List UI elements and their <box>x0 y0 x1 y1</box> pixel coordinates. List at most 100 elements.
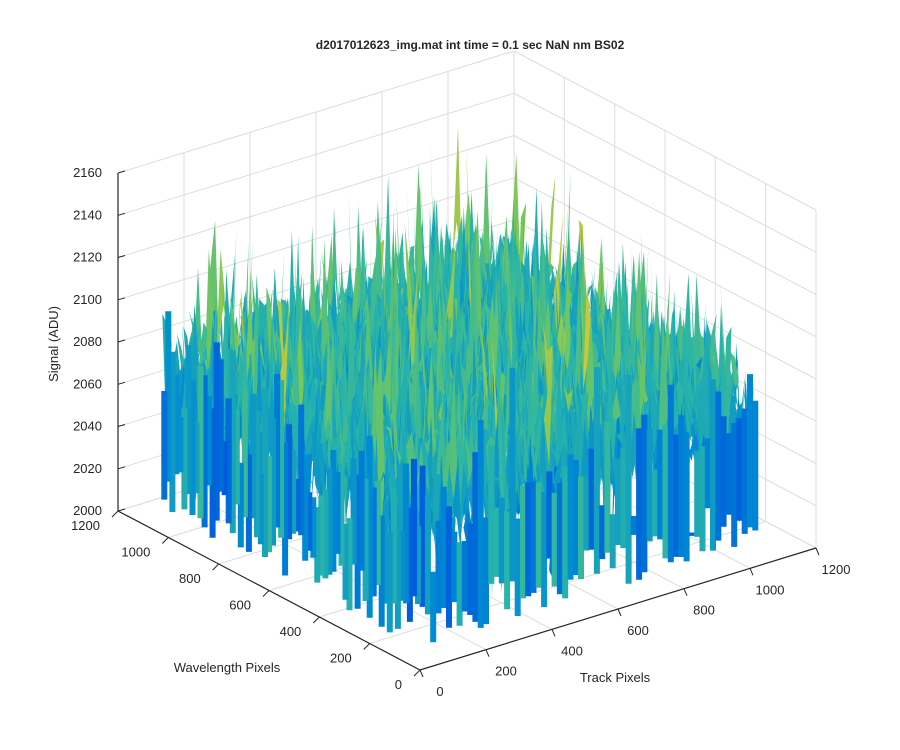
x-tick-mark <box>617 608 622 617</box>
surface-patch <box>685 403 695 426</box>
y-tick-label: 0 <box>395 677 402 692</box>
surface-patch <box>202 345 212 450</box>
surface-patch <box>339 412 349 465</box>
surface-patch <box>347 409 357 572</box>
surface-patch <box>452 455 463 564</box>
surface-patch <box>500 383 510 515</box>
surface-patch <box>324 322 334 489</box>
surface-patch <box>396 421 407 498</box>
surface-patch <box>376 245 386 358</box>
y-tick-label: 200 <box>330 651 352 666</box>
back-wall-grid-line <box>117 135 515 258</box>
surface-patch <box>682 330 692 443</box>
surface-patch <box>395 398 406 466</box>
x-tick-mark <box>419 669 424 678</box>
surface-patch <box>463 342 473 363</box>
z-tick-labels: 2000 2020 2040 2060 2080 2100 2120 2140 2160 <box>73 165 126 518</box>
x-tick-labels: 0 200 400 600 800 1000 1200 <box>419 547 851 699</box>
surface-patch <box>426 463 436 554</box>
z-tick-label: 2000 <box>73 503 102 518</box>
surface-patch <box>650 355 660 433</box>
surface-patch <box>616 431 626 445</box>
surface-patch <box>242 339 253 518</box>
surface-patch <box>606 345 616 488</box>
surface-patch <box>514 366 524 439</box>
y-tick-mark <box>212 563 220 571</box>
y-tick-mark <box>363 643 371 650</box>
x-axis-label: Track Pixels <box>580 670 651 685</box>
x-tick-label: 0 <box>436 684 443 699</box>
surface-patch <box>436 332 446 501</box>
y-tick-mark <box>312 616 320 624</box>
surface-patch <box>635 251 645 384</box>
x-tick-label: 1000 <box>756 582 785 597</box>
surface-patch <box>408 442 419 496</box>
z-tick-mark <box>117 297 126 301</box>
surface-patch <box>515 300 525 432</box>
x-tick-label: 1200 <box>822 562 851 577</box>
z-tick-label: 2020 <box>73 461 102 476</box>
surface-patch <box>579 416 589 491</box>
surface-patch <box>662 303 672 433</box>
surface-patch <box>408 270 418 430</box>
surface-patch <box>543 321 553 412</box>
y-axis-label: Wavelength Pixels <box>174 660 281 675</box>
surface-patch <box>603 401 613 444</box>
y-tick-label: 1000 <box>121 545 150 560</box>
surface-patch <box>607 434 617 483</box>
surface-patch <box>404 260 414 339</box>
surface-patch <box>582 283 593 391</box>
surface-patch <box>732 341 742 526</box>
surface-patch <box>611 388 621 421</box>
surface-patch <box>457 376 468 421</box>
y-tick-label: 600 <box>229 598 251 613</box>
surface-patch <box>414 432 424 563</box>
x-tick-mark <box>551 629 556 637</box>
surface-patch <box>411 235 421 405</box>
surface-patch <box>406 186 416 320</box>
surface-patch <box>237 342 247 389</box>
z-tick-mark <box>117 381 126 385</box>
surface-patch <box>496 371 506 525</box>
surface-patch <box>350 441 360 462</box>
z-tick-label: 2100 <box>73 292 102 307</box>
surface-patch <box>375 347 385 548</box>
z-tick-mark <box>117 339 126 343</box>
surface-patch <box>385 426 395 459</box>
surface-patch <box>583 284 593 317</box>
surface-patch <box>521 407 531 494</box>
surface-patch <box>447 495 457 541</box>
back-wall-grid-line <box>117 177 515 301</box>
surface-patch <box>227 310 237 432</box>
surface-patch <box>255 340 266 374</box>
surface-patch <box>477 360 487 418</box>
surface-patch <box>481 328 491 429</box>
surface-patch <box>491 333 502 440</box>
surface-patch <box>658 311 669 451</box>
surface-patch <box>404 223 414 330</box>
surface-patch <box>464 431 475 484</box>
x-tick-label: 400 <box>561 643 583 658</box>
surface-patch <box>643 336 653 390</box>
surface-patch <box>343 440 353 472</box>
surface-patch <box>554 285 565 371</box>
surface-patch <box>555 378 566 479</box>
right-wall-grid-line <box>513 92 817 253</box>
surface-patch <box>406 405 417 487</box>
surface-patch <box>419 307 429 424</box>
surface-patch <box>574 415 584 497</box>
surface-patch <box>674 341 684 418</box>
surface-patch <box>407 360 417 417</box>
surface-patch <box>613 284 623 387</box>
surface-patch <box>521 335 531 422</box>
surface-patch <box>360 394 370 527</box>
surface-patch <box>653 331 663 414</box>
surface-patch <box>327 316 337 495</box>
surface-patch <box>559 409 570 498</box>
surface-patch <box>674 380 684 423</box>
surface-patch <box>532 411 542 486</box>
x-tick-mark <box>815 547 820 556</box>
surface-patch <box>553 213 563 348</box>
z-tick-label: 2060 <box>73 376 102 391</box>
surface-patch <box>503 374 513 529</box>
